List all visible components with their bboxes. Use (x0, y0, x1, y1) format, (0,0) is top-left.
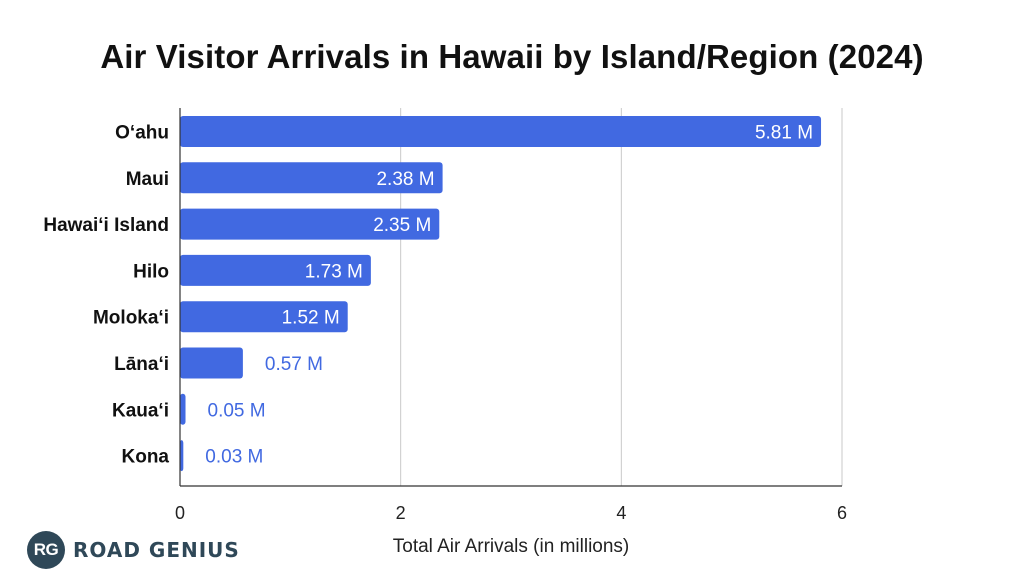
bar (180, 116, 822, 147)
data-label: 0.03 M (205, 447, 263, 468)
category-label: Kaua‘i (112, 400, 169, 421)
data-label: 0.57 M (265, 354, 323, 375)
bar (180, 347, 243, 379)
x-axis-title: Total Air Arrivals (in millions) (393, 536, 630, 557)
bar (180, 301, 348, 333)
data-label: 1.73 M (305, 261, 363, 282)
category-label: Hilo (133, 261, 169, 282)
logo-wordmark: ROAD GENIUS (73, 538, 240, 562)
x-tick-label: 2 (396, 503, 406, 523)
category-label: Lāna‘i (114, 354, 169, 375)
axes: 0 2 4 6 O‘ahu Maui Hawai‘i Island Hilo Moloka‘i L… (43, 108, 847, 523)
bar (180, 440, 184, 472)
data-label: 0.05 M (208, 400, 266, 421)
gridlines (400, 108, 843, 486)
x-tick-label: 0 (175, 503, 185, 523)
chart-title: Air Visitor Arrivals in Hawaii by Island… (100, 38, 924, 75)
category-label: Maui (126, 169, 169, 190)
category-label: Kona (122, 447, 170, 468)
data-label: 1.52 M (282, 308, 340, 329)
bars: 5.81 M 2.38 M 2.35 M 1.73 M 1.52 M 0.57 M 0.05… (180, 116, 822, 472)
category-label: O‘ahu (115, 123, 169, 144)
data-label: 5.81 M (755, 123, 813, 144)
category-label: Moloka‘i (93, 308, 169, 329)
bar (180, 393, 186, 425)
x-tick-label: 4 (616, 503, 626, 523)
bar (180, 162, 443, 194)
category-label: Hawai‘i Island (43, 215, 169, 236)
road-genius-logo: RG ROAD GENIUS (27, 530, 240, 570)
bar (180, 254, 371, 286)
data-label: 2.35 M (373, 215, 431, 236)
logo-badge-icon: RG (27, 531, 65, 569)
data-label: 2.38 M (376, 169, 434, 190)
bar (180, 208, 440, 240)
x-tick-label: 6 (837, 503, 847, 523)
